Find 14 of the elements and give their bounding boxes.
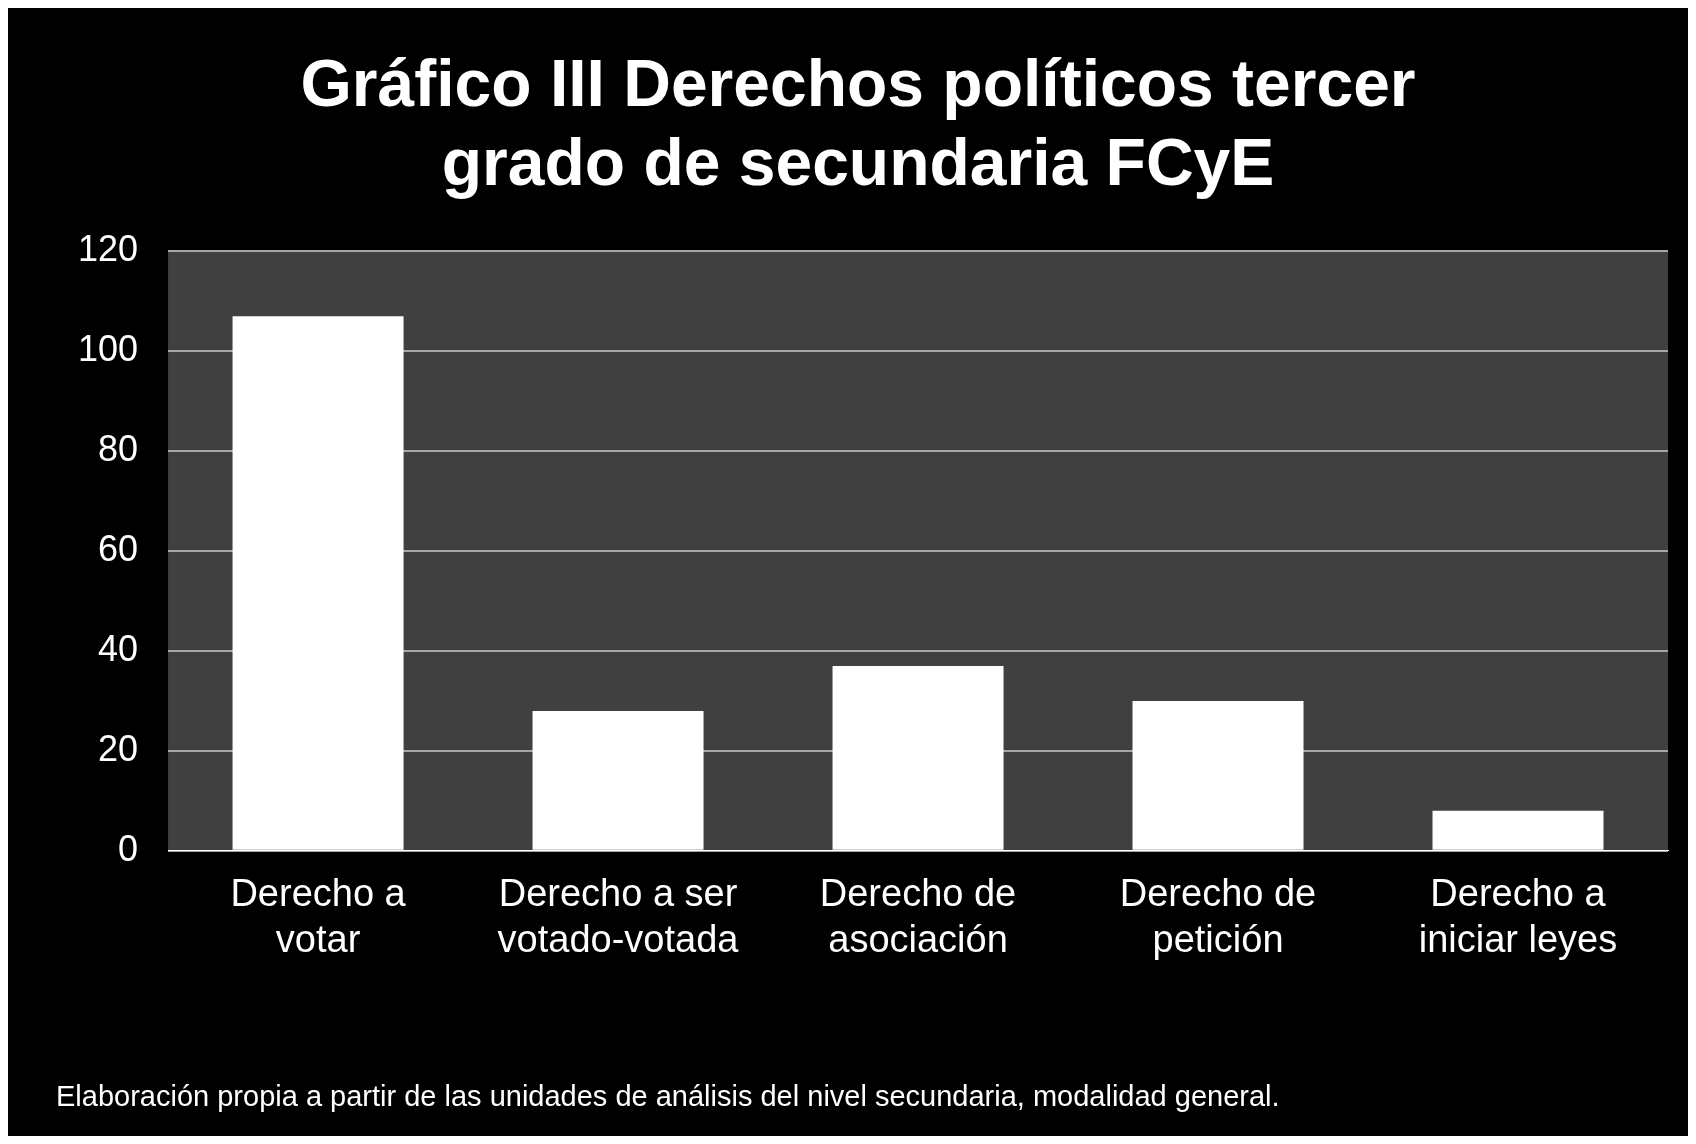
x-tick-label: Derecho de petición xyxy=(1119,872,1317,960)
x-tick-label: Derecho a votar xyxy=(230,872,407,960)
y-tick-label: 0 xyxy=(118,827,139,869)
y-tick-label: 60 xyxy=(98,528,139,570)
y-tick-label: 100 xyxy=(77,328,139,370)
chart-title: Gráfico III Derechos políticos tercer grado de secundaria FCyE xyxy=(300,45,1416,199)
y-tick-label: 80 xyxy=(98,428,139,470)
x-tick-label: Derecho a ser votado-votada xyxy=(497,872,740,960)
y-tick-label: 40 xyxy=(98,627,139,669)
x-tick-label: Derecho de asociación xyxy=(819,872,1017,960)
y-tick-label: 20 xyxy=(98,727,139,769)
y-tick-label: 120 xyxy=(77,228,139,270)
text: Elaboración propia a partir de las unidades de análisis del nivel secundaria, modalidad general. xyxy=(56,1080,1280,1112)
x-tick-label: Derecho a iniciar leyes xyxy=(1418,872,1618,960)
